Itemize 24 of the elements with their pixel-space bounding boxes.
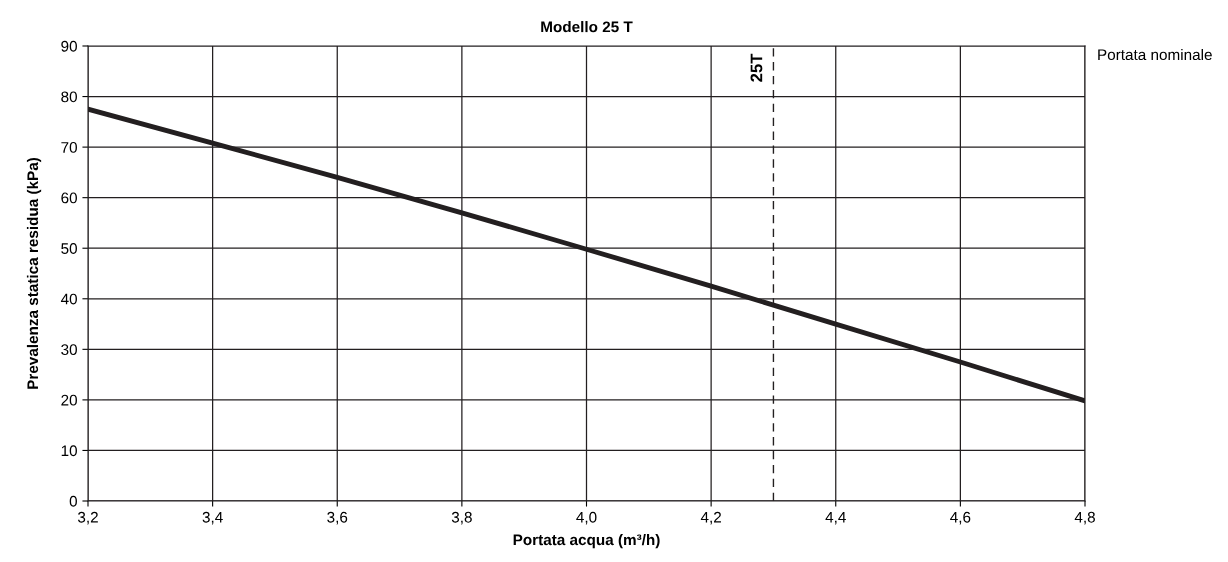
x-tick-label: 3,2: [77, 511, 98, 525]
text: Portata nominale: [1098, 48, 1212, 61]
x-tick-label: 3,6: [327, 511, 348, 525]
x-tick-label: 4,6: [950, 511, 971, 525]
y-tick-label: 60: [61, 192, 77, 204]
y-tick-label: 40: [60, 293, 77, 305]
y-tick-label: 30: [61, 344, 77, 356]
ref-line-label: 25T: [750, 53, 763, 82]
chart-title: Modello 25 T: [541, 21, 633, 33]
x-tick-label: 4,2: [700, 511, 721, 525]
y-tick-label: 0: [69, 495, 77, 507]
y-tick-label: 10: [61, 445, 77, 457]
y-tick-label: 20: [61, 394, 77, 406]
y-tick-label: 50: [61, 243, 77, 254]
y-tick-label: 70: [61, 141, 77, 153]
x-axis-title: Portata acqua (m³/h): [513, 533, 660, 549]
x-tick-label: 4,8: [1074, 511, 1095, 525]
x-tick-label: 3,8: [451, 511, 472, 525]
y-tick-label: 90: [61, 40, 77, 52]
x-tick-label: 4,4: [825, 511, 846, 525]
x-tick-label: 4,0: [576, 511, 597, 525]
y-tick-label: 80: [61, 91, 77, 103]
x-tick-label: 3,4: [202, 511, 223, 525]
y-axis-title: Prevalenza statica residua (kPa): [26, 157, 42, 389]
